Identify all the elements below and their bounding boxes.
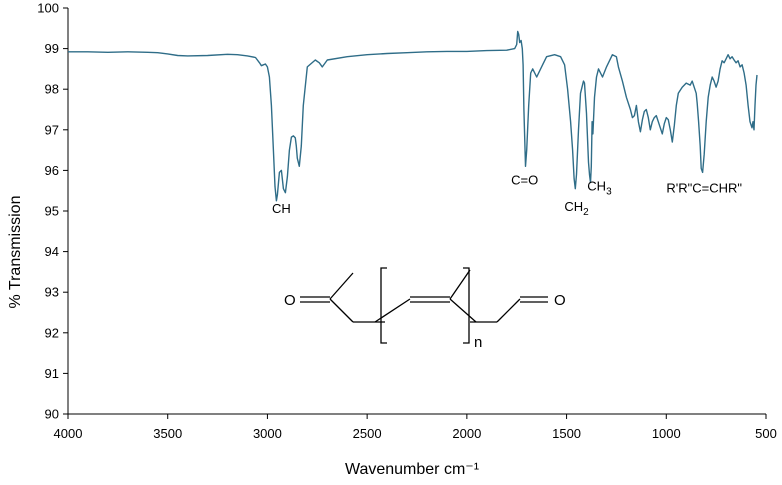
- peak-annotation-subscript: 2: [583, 207, 589, 218]
- spectrum-line: [68, 30, 758, 202]
- oxygen-left-label: O: [284, 292, 296, 309]
- bracket-left: [380, 267, 387, 344]
- x-tick-label: 3500: [153, 426, 182, 441]
- y-tick-label: 96: [45, 163, 59, 178]
- peak-annotation-text: C=O: [511, 173, 538, 188]
- bond-chain-3: [496, 298, 521, 323]
- y-tick-label: 99: [45, 41, 59, 56]
- x-tick-label: 2000: [452, 426, 481, 441]
- x-tick-label: 4000: [54, 426, 83, 441]
- peak-annotation-text: CH: [587, 179, 606, 194]
- peak-annotation-text: CH: [564, 199, 583, 214]
- bond-methyl-left: [329, 272, 354, 300]
- x-tick-label: 1000: [652, 426, 681, 441]
- oxygen-right-label: O: [554, 292, 566, 309]
- x-tick-label: 2500: [353, 426, 382, 441]
- peak-annotation: C=O: [511, 173, 538, 188]
- y-tick-label: 100: [37, 1, 59, 16]
- y-tick-label: 94: [45, 244, 59, 259]
- bond-chain-1: [374, 298, 411, 323]
- y-axis-title: % Transmission: [7, 196, 24, 309]
- y-tick-label: 91: [45, 366, 59, 381]
- bond-methyl-mid: [449, 269, 471, 300]
- y-tick-label: 97: [45, 122, 59, 137]
- x-axis-title: Wavenumber cm⁻¹: [345, 461, 479, 478]
- bond-ch2-left: [329, 298, 354, 323]
- peak-annotation: CH: [272, 201, 291, 216]
- repeat-unit-label: n: [474, 334, 482, 351]
- bond-chain-2: [449, 298, 477, 323]
- y-tick-label: 93: [45, 285, 59, 300]
- y-tick-label: 98: [45, 82, 59, 97]
- peak-annotation: R'R"C=CHR": [666, 181, 742, 196]
- peak-annotation-text: R'R"C=CHR": [666, 181, 742, 196]
- y-tick-label: 92: [45, 325, 59, 340]
- axes: [67, 8, 766, 415]
- x-tick-label: 500: [755, 426, 777, 441]
- y-tick-label: 95: [45, 204, 59, 219]
- x-tick-label: 1500: [552, 426, 581, 441]
- molecule-structure: [300, 267, 548, 344]
- peak-annotation: CH3: [587, 179, 612, 198]
- peak-annotation: CH2: [564, 199, 589, 218]
- peak-annotation-subscript: 3: [606, 187, 612, 198]
- bracket-right: [463, 267, 470, 344]
- x-tick-label: 3000: [253, 426, 282, 441]
- peak-annotation-text: CH: [272, 201, 291, 216]
- y-tick-label: 90: [45, 407, 59, 422]
